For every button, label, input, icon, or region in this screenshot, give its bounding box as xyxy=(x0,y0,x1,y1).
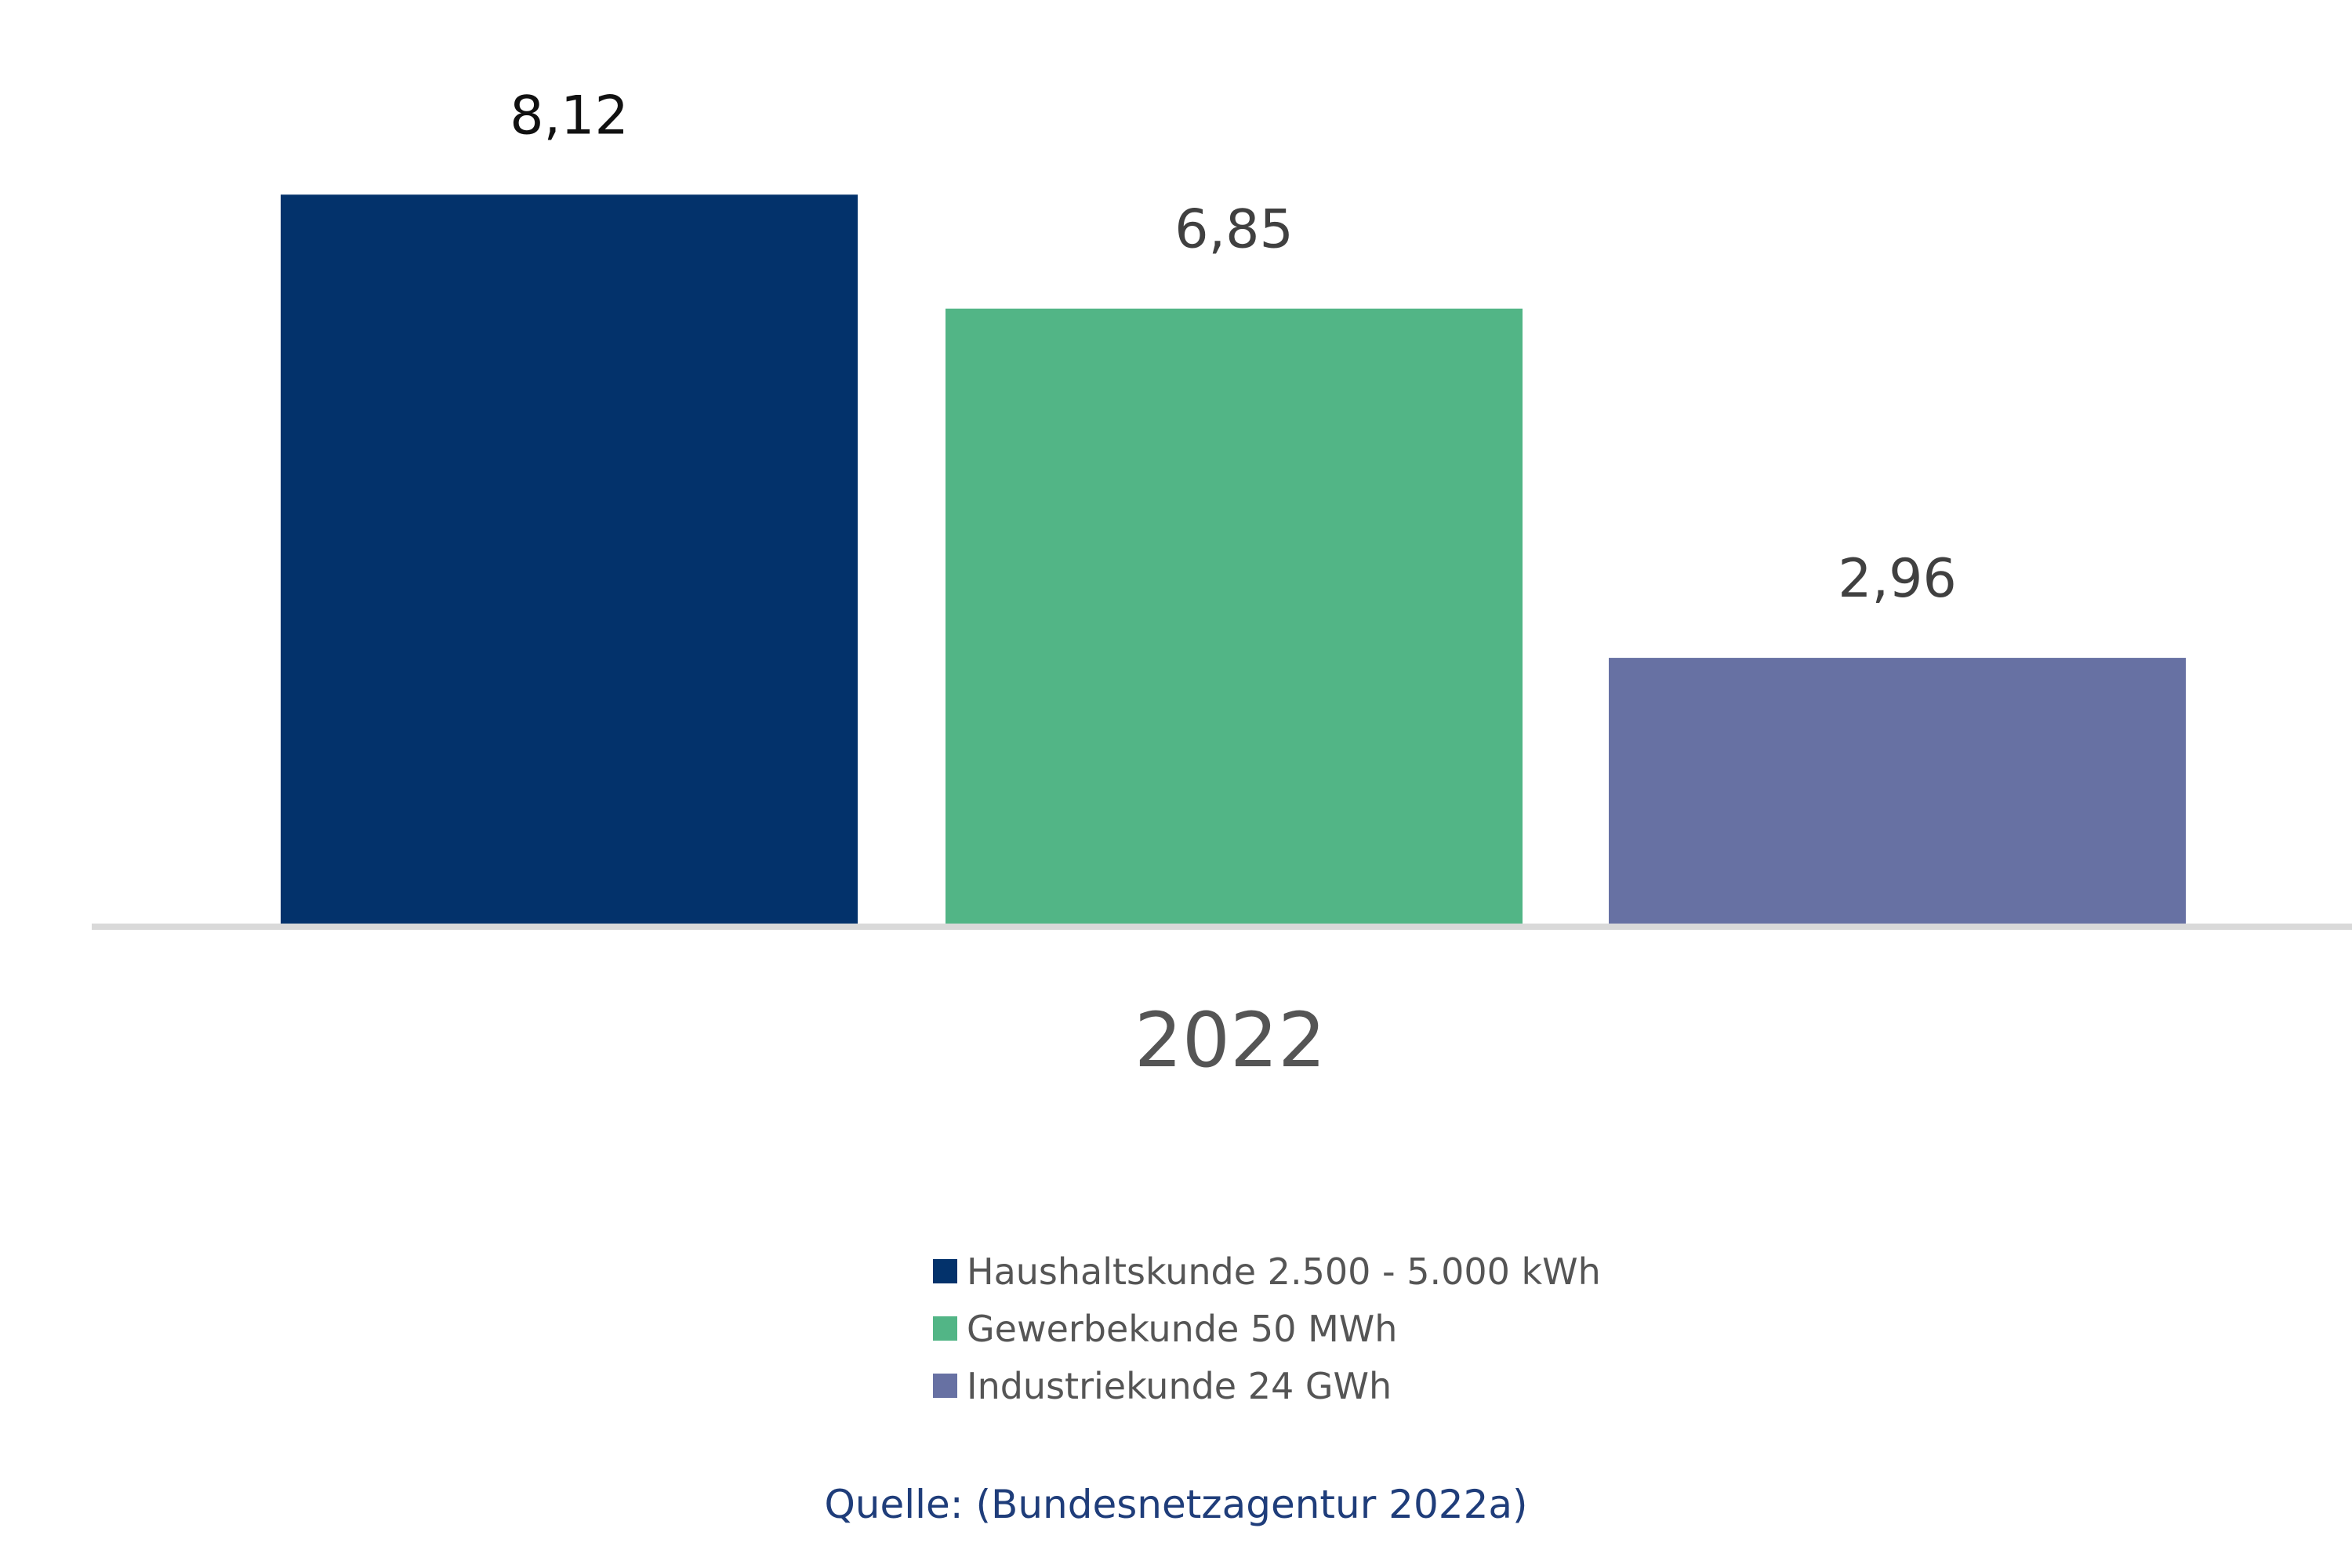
legend-swatch xyxy=(933,1316,957,1341)
bar-industriekunde xyxy=(1609,658,2186,924)
x-axis-category-label: 2022 xyxy=(1134,996,1326,1084)
legend: Haushaltskunde 2.500 - 5.000 kWh Gewerbe… xyxy=(933,1243,1601,1414)
legend-swatch xyxy=(933,1259,957,1283)
value-labels-layer: 8,12 6,85 2,96 xyxy=(510,85,1956,610)
data-label-gewerbekunde: 6,85 xyxy=(1174,199,1293,261)
legend-item-industriekunde: Industriekunde 24 GWh xyxy=(933,1357,1601,1414)
legend-label: Gewerbekunde 50 MWh xyxy=(967,1307,1398,1350)
bar-gewerbekunde xyxy=(946,308,1523,924)
source-note: Quelle: (Bundesnetzagentur 2022a) xyxy=(824,1482,1528,1527)
legend-swatch xyxy=(933,1374,957,1398)
legend-item-haushaltskunde: Haushaltskunde 2.500 - 5.000 kWh xyxy=(933,1243,1601,1300)
bar-haushaltskunde xyxy=(281,194,858,924)
bars-layer xyxy=(281,194,2186,924)
data-label-industriekunde: 2,96 xyxy=(1838,548,1956,610)
data-label-haushaltskunde: 8,12 xyxy=(510,85,628,147)
legend-item-gewerbekunde: Gewerbekunde 50 MWh xyxy=(933,1300,1601,1357)
legend-label: Haushaltskunde 2.500 - 5.000 kWh xyxy=(967,1250,1601,1293)
legend-label: Industriekunde 24 GWh xyxy=(967,1364,1392,1407)
